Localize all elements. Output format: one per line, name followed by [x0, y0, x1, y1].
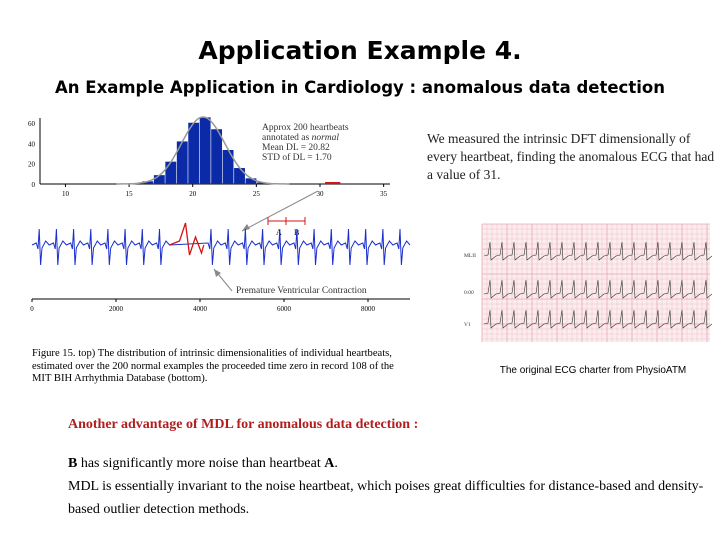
ecg-chart-lead	[483, 279, 713, 299]
description-text: We measured the intrinsic DFT dimensiona…	[427, 131, 715, 182]
slide-subtitle: An Example Application in Cardiology : a…	[55, 78, 665, 97]
hist-x-tick: 15	[126, 190, 134, 198]
hist-x-tick: 35	[380, 190, 388, 198]
slide-title: Application Example 4.	[198, 36, 522, 65]
ecg-lead-label: V1	[464, 322, 471, 328]
ecg-chart-lead	[483, 241, 713, 261]
hist-legend-line: Approx 200 heartbeats	[262, 123, 349, 133]
figure-caption: Figure 15. top) The distribution of intr…	[32, 348, 394, 384]
hist-legend-line: STD of DL = 1.70	[262, 152, 332, 163]
hist-y-tick: 60	[28, 120, 36, 128]
hist-bar	[165, 161, 177, 184]
hist-bar	[188, 122, 200, 184]
hist-bar	[199, 117, 211, 184]
hist-x-tick: 30	[317, 190, 325, 198]
ecg-chart-lead	[483, 309, 713, 329]
advantage-body: B has significantly more noise than hear…	[68, 452, 708, 521]
ecg-chart-image: MLII 0:00 V1	[464, 223, 713, 342]
hist-x-tick: 25	[253, 190, 261, 198]
pvc-annotation: Premature Ventricular Contraction	[236, 286, 367, 296]
pvc-trace-line	[169, 222, 205, 256]
ecg-lead-label: 0:00	[464, 290, 474, 296]
hist-x-tick: 10	[62, 190, 70, 198]
pvc-arrow-head	[214, 269, 221, 277]
hist-legend-line: annotated as normal	[262, 133, 339, 143]
hist-fit-curve	[116, 116, 290, 185]
label-a-bold: A	[324, 456, 335, 471]
outlier-arrow	[241, 190, 319, 232]
hist-bar	[222, 149, 234, 184]
hist-y-tick: 20	[28, 161, 36, 169]
hist-bar	[257, 182, 268, 184]
hist-bar	[211, 129, 223, 184]
hist-y-tick: 0	[32, 181, 36, 189]
ecg-x-tick: 0	[30, 305, 34, 313]
ecg-x-tick: 8000	[361, 305, 376, 313]
hist-bar	[142, 181, 154, 184]
advantage-line-1-mid: has significantly more noise than heartb…	[77, 456, 325, 471]
ecg-x-tick: 4000	[193, 305, 208, 313]
hist-bar	[234, 168, 245, 184]
hist-bar	[176, 141, 188, 184]
ecg-lead-label: MLII	[464, 253, 476, 259]
ecg-x-tick: 6000	[277, 305, 292, 313]
outlier-arrow-head	[242, 224, 250, 231]
advantage-line-1: B has significantly more noise than hear…	[68, 452, 708, 475]
advantage-heading: Another advantage of MDL for anomalous d…	[68, 417, 419, 432]
label-a: A	[276, 228, 282, 237]
label-b-bold: B	[68, 456, 78, 471]
hist-x-tick: 20	[189, 190, 197, 198]
ecg-x-tick: 2000	[109, 305, 124, 313]
hist-legend-line: Mean DL = 20.82	[262, 143, 330, 153]
hist-bar	[153, 175, 165, 184]
dimensionality-histogram: 60 40 20 0 10 15 20 25 30 35 Approx 200 heartbeats…	[28, 116, 390, 198]
ecg-trace-line	[31, 228, 411, 266]
hist-bar	[245, 178, 257, 184]
advantage-line-1-end: .	[334, 456, 338, 471]
ecg-chart-caption: The original ECG charter from PhysioATM	[499, 365, 687, 376]
hist-y-tick: 40	[28, 140, 36, 148]
advantage-line-2: MDL is essentially invariant to the nois…	[68, 479, 704, 517]
